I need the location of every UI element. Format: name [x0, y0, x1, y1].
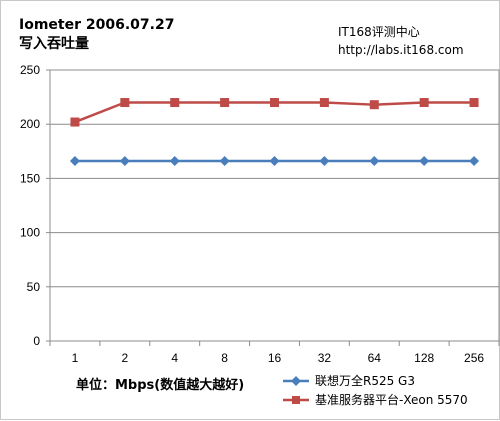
legend-square-marker	[292, 396, 300, 404]
x-tick-label: 8	[221, 351, 228, 365]
data-point-square	[220, 98, 230, 108]
data-point-square	[469, 98, 479, 108]
x-tick-label: 32	[318, 351, 332, 365]
data-point-diamond	[369, 156, 380, 167]
x-tick-label: 128	[414, 351, 434, 365]
data-point-square	[70, 117, 80, 127]
data-point-diamond	[169, 156, 180, 167]
y-tick-label: 150	[20, 171, 40, 185]
legend-label-series-2: 基准服务器平台-Xeon 5570	[315, 392, 468, 407]
legend-label-series-1: 联想万全R525 G3	[315, 373, 415, 388]
series-2	[70, 98, 479, 127]
legend: 联想万全R525 G3 基准服务器平台-Xeon 5570	[283, 373, 468, 407]
x-axis-label: 单位：Mbps(数值越大越好)	[76, 377, 244, 393]
y-tick-label: 100	[20, 226, 40, 240]
data-point-square	[369, 100, 379, 110]
x-tick-label: 16	[268, 351, 282, 365]
gridlines	[50, 69, 499, 288]
x-tick-label: 1	[72, 351, 79, 365]
chart-subtitle: 写入吞吐量	[19, 36, 89, 52]
x-tick-label: 2	[121, 351, 128, 365]
data-point-diamond	[219, 156, 230, 167]
y-tick-label: 200	[20, 117, 40, 131]
y-tick-label: 50	[27, 280, 41, 294]
data-point-diamond	[119, 156, 130, 167]
y-tick-label: 0	[33, 334, 40, 348]
x-tick-label: 4	[171, 351, 178, 365]
watermark-line-1: IT168评测中心	[338, 24, 420, 39]
plot-area	[49, 69, 500, 342]
data-point-square	[270, 98, 279, 108]
series-1	[69, 156, 480, 167]
axes: 0 50 100 150 200 250 1 2 4 8 16 32 64 128 256	[20, 63, 500, 365]
data-point-diamond	[319, 156, 330, 167]
legend-diamond-marker	[291, 376, 301, 386]
data-point-diamond	[269, 156, 280, 167]
y-tick-label: 250	[20, 63, 40, 77]
x-tick-label: 256	[464, 351, 484, 365]
data-point-diamond	[469, 156, 480, 167]
watermark-line-2: http://labs.it168.com	[338, 43, 464, 57]
data-point-square	[319, 98, 329, 108]
data-point-square	[170, 98, 180, 108]
data-point-diamond	[69, 156, 80, 167]
data-point-diamond	[419, 156, 430, 167]
data-point-square	[419, 98, 429, 108]
series-layer	[69, 98, 480, 167]
x-tick-label: 64	[368, 351, 382, 365]
chart-title: Iometer 2006.07.27	[19, 17, 174, 33]
data-point-square	[120, 98, 130, 108]
